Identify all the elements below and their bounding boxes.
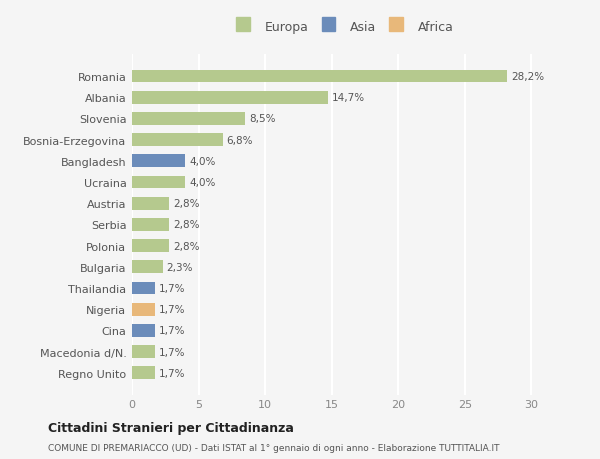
Text: 4,0%: 4,0% [189,178,215,188]
Bar [132,176,185,189]
Bar [132,71,508,83]
Text: 2,8%: 2,8% [173,241,200,251]
Bar [132,134,223,147]
Text: 14,7%: 14,7% [332,93,365,103]
Bar [132,218,169,231]
Text: 1,7%: 1,7% [158,347,185,357]
Text: 2,8%: 2,8% [173,220,200,230]
Bar [132,325,155,337]
Text: 1,7%: 1,7% [158,368,185,378]
Text: 1,7%: 1,7% [158,283,185,293]
Text: 2,8%: 2,8% [173,199,200,209]
Bar [132,155,185,168]
Text: 2,3%: 2,3% [167,262,193,272]
Bar [132,282,155,295]
Text: COMUNE DI PREMARIACCO (UD) - Dati ISTAT al 1° gennaio di ogni anno - Elaborazion: COMUNE DI PREMARIACCO (UD) - Dati ISTAT … [48,443,499,452]
Text: 1,7%: 1,7% [158,326,185,336]
Bar [132,367,155,379]
Text: 1,7%: 1,7% [158,304,185,314]
Legend: Europa, Asia, Africa: Europa, Asia, Africa [233,17,457,38]
Text: 6,8%: 6,8% [227,135,253,146]
Text: Cittadini Stranieri per Cittadinanza: Cittadini Stranieri per Cittadinanza [48,421,294,435]
Bar [132,92,328,104]
Bar [132,303,155,316]
Bar [132,261,163,274]
Bar [132,346,155,358]
Text: 8,5%: 8,5% [249,114,275,124]
Bar [132,240,169,252]
Text: 4,0%: 4,0% [189,157,215,167]
Text: 28,2%: 28,2% [511,72,545,82]
Bar [132,113,245,125]
Bar [132,197,169,210]
